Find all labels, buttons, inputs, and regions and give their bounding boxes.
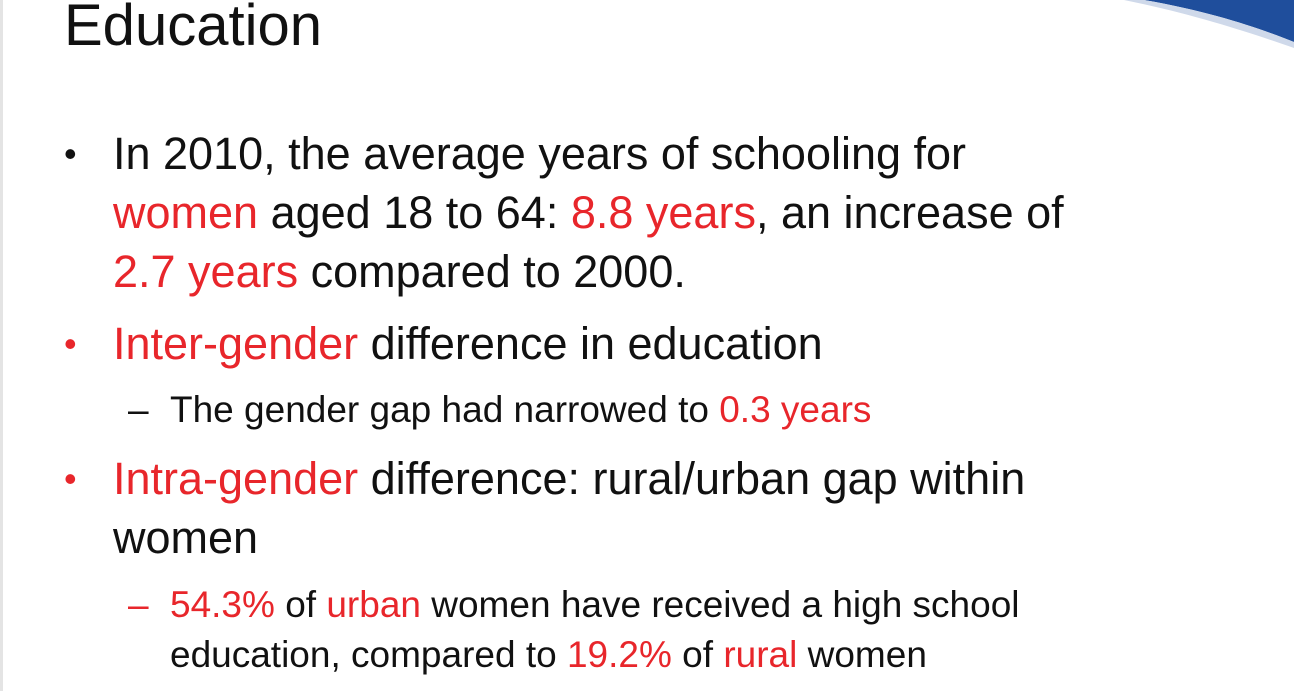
bullet-3-line-1: Intra-gender difference: rural/urban gap… <box>113 449 1025 508</box>
bullet-1-line-3-text: compared to 2000. <box>298 246 686 297</box>
highlight-0-3-years: 0.3 years <box>719 389 872 430</box>
bullet-3-sub-line-2-text-c: women <box>797 634 927 675</box>
bullet-2-sub-text: The gender gap had narrowed to <box>170 389 720 430</box>
bullet-1-line-2: women aged 18 to 64: 8.8 years, an incre… <box>113 183 1064 242</box>
bullet-2-line-1-text: difference in education <box>358 318 823 369</box>
highlight-urban: urban <box>326 584 421 625</box>
bullet-marker-3: • <box>64 458 77 499</box>
highlight-8-8-years: 8.8 years <box>570 187 756 238</box>
bullet-3-sub-line-2: education, compared to 19.2% of rural wo… <box>170 630 927 680</box>
highlight-women: women <box>113 187 259 238</box>
highlight-2-7-years: 2.7 years <box>113 246 299 297</box>
bullet-marker-1: • <box>64 133 77 174</box>
bullet-1-line-1: In 2010, the average years of schooling … <box>113 124 966 183</box>
bullet-3-sub-line-2-text-a: education, compared to <box>170 634 567 675</box>
bullet-2-sub-line-1: The gender gap had narrowed to 0.3 years <box>170 385 871 435</box>
bullet-3-line-2: women <box>113 508 258 567</box>
slide-left-edge <box>0 0 3 691</box>
bullet-1-line-2-text-b: , an increase of <box>755 187 1064 238</box>
highlight-19-2-percent: 19.2% <box>566 634 672 675</box>
bullet-marker-2: • <box>64 323 77 364</box>
bullet-3-sub-line-1-text-a: of <box>274 584 327 625</box>
bullet-3-sub-line-1: 54.3% of urban women have received a hig… <box>170 580 1020 630</box>
bullet-3-line-2-text: women <box>113 512 259 563</box>
highlight-intra-gender: Intra-gender <box>113 453 359 504</box>
sub-bullet-dash-2: – <box>128 389 149 430</box>
highlight-54-3-percent: 54.3% <box>170 584 275 625</box>
sub-bullet-dash-3: – <box>128 584 149 625</box>
highlight-rural: rural <box>723 634 798 675</box>
bullet-3-sub-line-2-text-b: of <box>671 634 724 675</box>
bullet-1-line-2-text-a: aged 18 to 64: <box>258 187 571 238</box>
corner-swoosh-decoration <box>1124 0 1294 48</box>
bullet-1-line-3: 2.7 years compared to 2000. <box>113 242 686 301</box>
bullet-2-line-1: Inter-gender difference in education <box>113 314 823 373</box>
bullet-3-line-1-text: difference: rural/urban gap within <box>358 453 1026 504</box>
highlight-inter-gender: Inter-gender <box>113 318 359 369</box>
bullet-1-line-1-text: In 2010, the average years of schooling … <box>113 128 967 179</box>
bullet-3-sub-line-1-text-b: women have received a high school <box>420 584 1020 625</box>
slide-title: Education <box>64 0 322 58</box>
corner-swoosh-blue <box>1144 0 1294 42</box>
